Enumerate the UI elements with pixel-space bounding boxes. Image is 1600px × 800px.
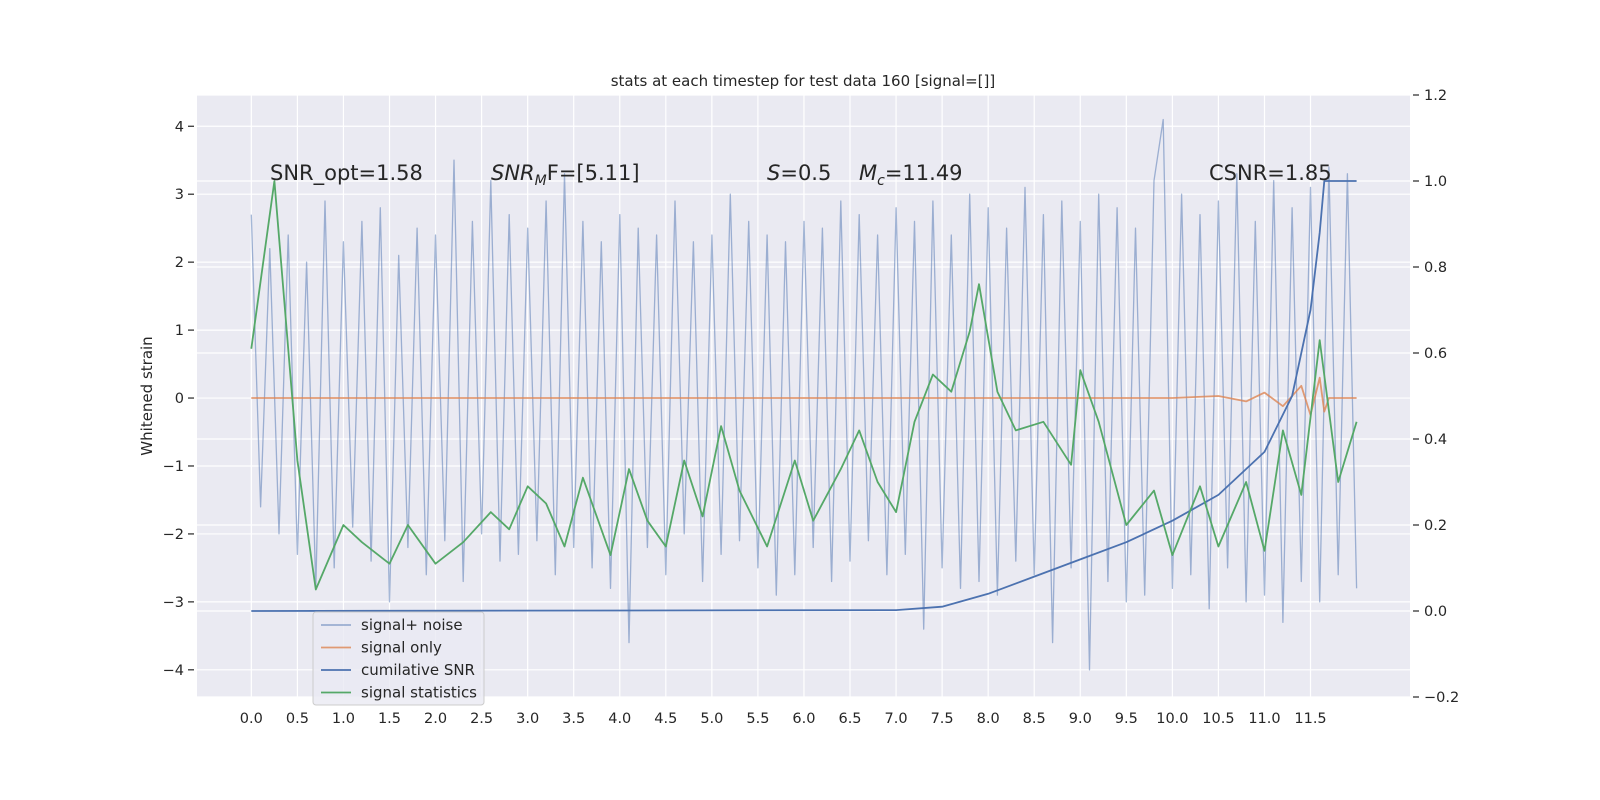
x-tick-label: 2.0 xyxy=(424,711,447,727)
y-tick-label: 0 xyxy=(175,391,184,407)
y2-tick-label: 0.4 xyxy=(1424,432,1447,448)
legend-label: cumilative SNR xyxy=(361,661,475,679)
y2-tick-label: −0.2 xyxy=(1424,690,1459,706)
y2-tick-label: 0.0 xyxy=(1424,604,1447,620)
x-tick-label: 6.5 xyxy=(838,711,861,727)
legend-box xyxy=(312,611,485,706)
x-tick-label: 10.0 xyxy=(1156,711,1188,727)
series-line xyxy=(250,118,1358,671)
x-tick-label: 11.5 xyxy=(1294,711,1326,727)
x-tick-label: 4.5 xyxy=(654,711,677,727)
x-tick-label: 9.5 xyxy=(1115,711,1138,727)
y-tick-label: 3 xyxy=(175,187,184,203)
y2-tick-label: 1.0 xyxy=(1424,174,1447,190)
x-tick-label: 8.5 xyxy=(1023,711,1046,727)
x-tick-label: 1.5 xyxy=(378,711,401,727)
x-tick-label: 9.0 xyxy=(1069,711,1092,727)
annotation: Mc=11.49 xyxy=(859,161,963,189)
chart-title: stats at each timestep for test data 160… xyxy=(611,72,996,90)
x-tick-label: 1.0 xyxy=(332,711,355,727)
y2-tick-label: 1.2 xyxy=(1424,88,1447,104)
y2-tick-label: 0.6 xyxy=(1424,346,1447,362)
annotation-rest: F=[5.11] xyxy=(547,161,640,185)
x-tick-label: 4.0 xyxy=(608,711,631,727)
legend-label: signal only xyxy=(361,639,442,657)
x-tick-label: 7.5 xyxy=(931,711,954,727)
annotation-rest: =0.5 xyxy=(780,161,831,185)
y-tick-label: −3 xyxy=(163,595,184,611)
x-tick-label: 6.0 xyxy=(792,711,815,727)
y-tick-label: −2 xyxy=(163,527,184,543)
annotation-main: CSNR=1.85 xyxy=(1209,161,1332,185)
x-tick-label: 0.5 xyxy=(286,711,309,727)
y-tick-label: 1 xyxy=(175,323,184,339)
legend-label: signal+ noise xyxy=(361,616,463,634)
x-tick-label: 5.5 xyxy=(746,711,769,727)
y-tick-label: 4 xyxy=(175,119,184,135)
annotation-main: S xyxy=(767,161,780,185)
y-axis-label: Whitened strain xyxy=(138,336,156,455)
y-tick-label: −4 xyxy=(163,663,184,679)
x-tick-label: 3.5 xyxy=(562,711,585,727)
annotation: SNRMF=[5.11] xyxy=(491,161,640,189)
y-tick-label: −1 xyxy=(163,459,184,475)
x-tick-label: 5.0 xyxy=(700,711,723,727)
x-tick-label: 8.0 xyxy=(977,711,1000,727)
series-line xyxy=(251,180,1357,612)
series-line xyxy=(250,180,1358,591)
y2-tick-label: 0.2 xyxy=(1424,518,1447,534)
annotation-rest: =11.49 xyxy=(885,161,963,185)
x-tick-label: 11.0 xyxy=(1248,711,1280,727)
annotation: CSNR=1.85 xyxy=(1209,161,1332,185)
annotation-sub: c xyxy=(877,173,885,189)
annotation-main: M xyxy=(859,161,877,185)
x-tick-label: 10.5 xyxy=(1202,711,1234,727)
x-tick-label: 2.5 xyxy=(470,711,493,727)
annotation-sub: M xyxy=(535,173,547,189)
x-tick-label: 3.0 xyxy=(516,711,539,727)
y-tick-label: 2 xyxy=(175,255,184,271)
annotation: SNR_opt=1.58 xyxy=(270,161,423,186)
x-tick-label: 7.0 xyxy=(885,711,908,727)
legend-label: signal statistics xyxy=(361,684,477,702)
x-tick-label: 0.0 xyxy=(240,711,263,727)
annotation-main: SNR xyxy=(491,161,535,185)
annotation: S=0.5 xyxy=(767,161,831,185)
annotation-main: SNR_opt=1.58 xyxy=(270,161,423,186)
y2-tick-label: 0.8 xyxy=(1424,260,1447,276)
